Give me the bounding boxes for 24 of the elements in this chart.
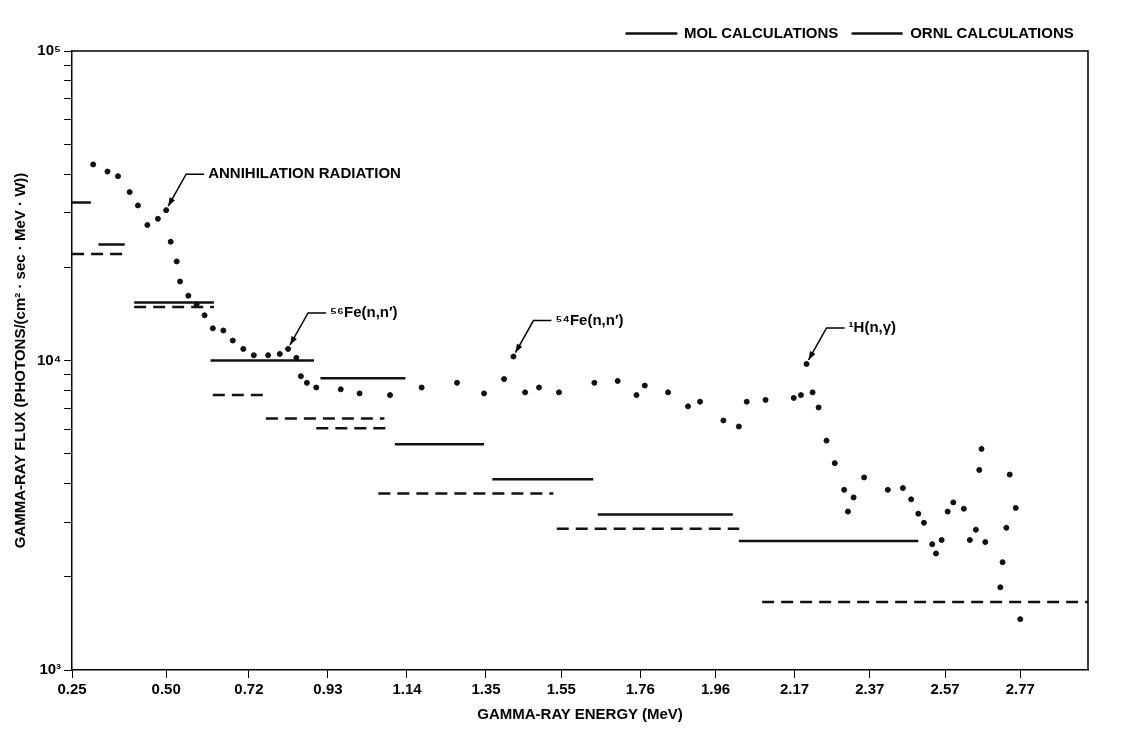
x-tick-label: 2.57 (930, 680, 960, 698)
y-tick-label: 10⁴ (36, 350, 62, 368)
x-tick-label: 0.50 (151, 680, 181, 698)
x-tick-label: 0.25 (57, 680, 87, 698)
x-tick-label: 2.77 (1005, 680, 1035, 698)
annotation: ⁵⁶Fe(n,n′) (330, 303, 398, 321)
x-tick-label: 2.17 (779, 680, 810, 698)
annotation: ⁵⁴Fe(n,n′) (555, 310, 624, 328)
x-tick-label: 1.14 (392, 680, 423, 698)
y-tick-label: 10⁵ (37, 41, 62, 59)
x-axis-title: GAMMA-RAY ENERGY (MeV) (477, 705, 683, 723)
annotation: ¹H(n,γ) (848, 318, 897, 336)
x-tick-label: 1.55 (546, 680, 576, 698)
legend-label: MOL CALCULATIONS (683, 23, 839, 41)
x-tick-label: 1.96 (700, 680, 731, 698)
legend-label: ORNL CALCULATIONS (910, 23, 1074, 41)
x-tick-label: 0.72 (234, 680, 264, 698)
y-axis-title: GAMMA-RAY FLUX (PHOTONS/(cm² · sec · MeV · W)) (11, 172, 29, 549)
x-tick-label: 1.35 (471, 680, 501, 698)
y-tick-label: 10³ (39, 660, 62, 678)
x-tick-label: 2.37 (855, 680, 885, 698)
annotation: ANNIHILATION RADIATION (208, 164, 401, 182)
x-tick-label: 1.76 (625, 680, 655, 698)
x-tick-label: 0.93 (313, 680, 343, 698)
